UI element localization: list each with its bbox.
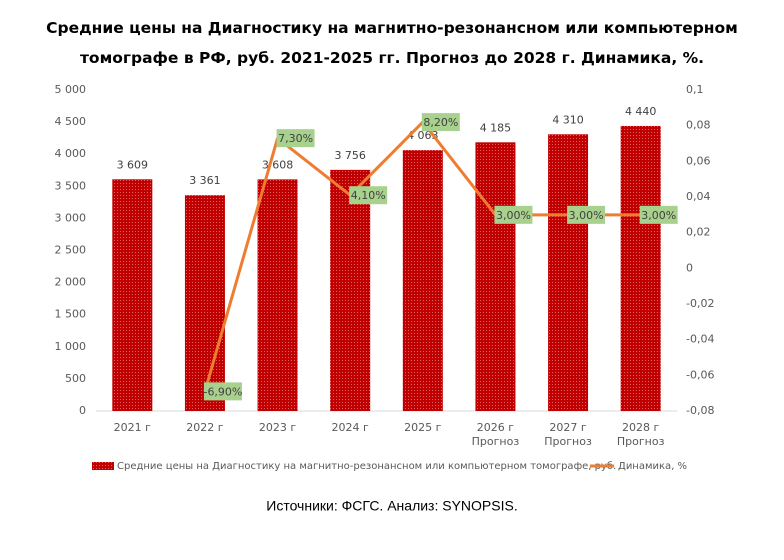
y2-tick-label: 0 [686, 261, 693, 274]
y-tick-label: 4 500 [55, 115, 87, 128]
bar [330, 169, 371, 411]
y-tick-label: 500 [65, 372, 86, 385]
bar-value-label: 3 756 [334, 149, 366, 162]
line-value-label: 8,20% [423, 116, 458, 129]
y2-tick-label: -0,06 [686, 368, 714, 381]
bar [112, 179, 153, 411]
y2-tick-label: -0,04 [686, 333, 714, 346]
bar [184, 195, 225, 411]
bar [257, 179, 298, 411]
x-tick-label: 2021 г [114, 421, 151, 434]
y2-tick-label: -0,08 [686, 404, 714, 417]
line-value-label: 4,10% [351, 189, 386, 202]
data-label-box [567, 205, 606, 224]
line-value-label: 7,30% [278, 132, 313, 145]
bar [548, 134, 589, 411]
x-tick-label: 2026 г Прогноз [472, 421, 520, 448]
bar-value-label: 4 310 [552, 113, 584, 126]
y-tick-label: 4 000 [55, 147, 87, 160]
y2-tick-label: 0,06 [686, 154, 711, 167]
bar-value-label: 3 609 [117, 158, 149, 171]
y-tick-label: 2 000 [55, 276, 87, 289]
line-value-label: 3,00% [641, 209, 676, 222]
line-value-label: -6,90% [203, 385, 242, 398]
data-label-box [421, 113, 460, 132]
y-tick-label: 5 000 [55, 83, 87, 96]
chart-title: Средние цены на Диагностику на магнитно-… [46, 19, 738, 67]
y-tick-label: 1 000 [55, 340, 87, 353]
bar [402, 150, 443, 411]
y-tick-label: 1 500 [55, 308, 87, 321]
bar [475, 142, 516, 411]
x-tick-label: 2027 г Прогноз [544, 421, 592, 448]
data-label-box [639, 205, 678, 224]
legend-label: Динамика, % [618, 461, 687, 472]
data-label-box [203, 382, 242, 401]
x-tick-label: 2022 г [186, 421, 223, 434]
line-value-label: 3,00% [496, 209, 531, 222]
x-tick-label: 2025 г [404, 421, 441, 434]
bar-value-label: 3 361 [189, 174, 221, 187]
bar [620, 125, 661, 412]
y-tick-label: 3 500 [55, 179, 87, 192]
data-label-box [349, 186, 388, 205]
y2-tick-label: 0,04 [686, 190, 711, 203]
y-tick-label: 0 [79, 404, 86, 417]
x-tick-label: 2023 г [259, 421, 296, 434]
legend-swatch [92, 462, 114, 470]
y2-tick-label: 0,02 [686, 226, 711, 239]
y-tick-label: 2 500 [55, 244, 87, 257]
y2-tick-label: -0,02 [686, 297, 714, 310]
bar-value-label: 4 440 [625, 105, 657, 118]
y2-tick-label: 0,08 [686, 119, 711, 132]
x-tick-label: 2024 г [332, 421, 369, 434]
data-label-box [276, 129, 315, 148]
y2-tick-label: 0,1 [686, 83, 704, 96]
data-label-box [494, 205, 533, 224]
x-tick-label: 2028 г Прогноз [617, 421, 665, 448]
y-tick-label: 3 000 [55, 211, 87, 224]
bar-value-label: 3 608 [262, 158, 294, 171]
source: Источники: ФСГС. Анализ: SYNOPSIS. [266, 498, 517, 514]
bar-value-label: 4 185 [480, 121, 512, 134]
legend-label: Средние цены на Диагностику на магнитно-… [117, 461, 616, 472]
line-value-label: 3,00% [569, 209, 604, 222]
